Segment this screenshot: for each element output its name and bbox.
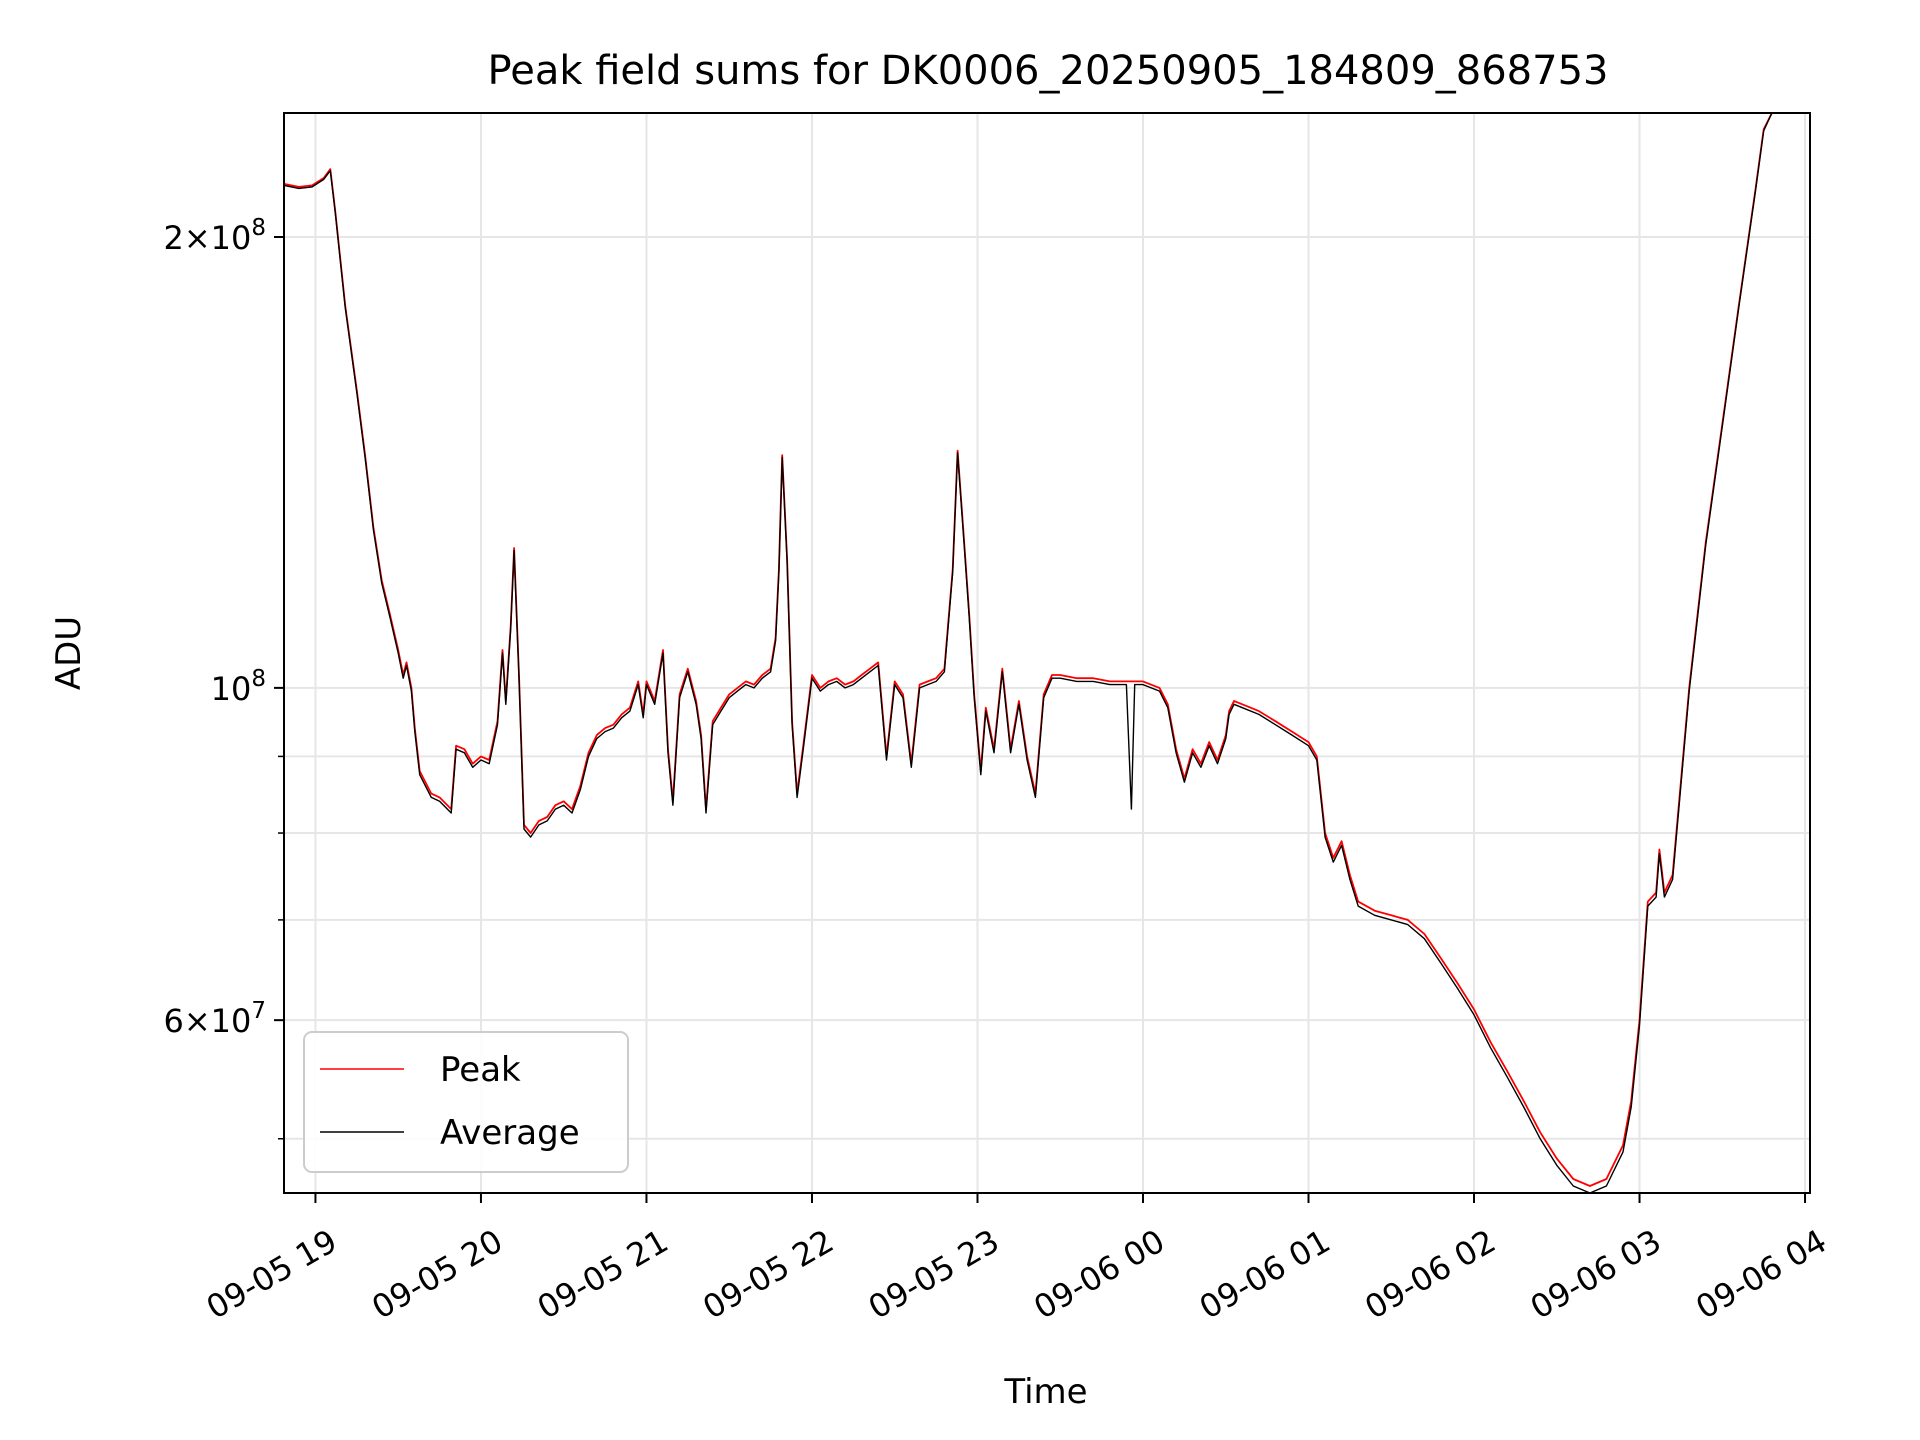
plot-area-frame	[283, 112, 1811, 1194]
y-tick-mantissa: 10	[211, 670, 252, 708]
y-tick-exponent: 7	[251, 998, 266, 1024]
legend: Peak Average	[303, 1031, 629, 1173]
y-tick-exponent: 8	[251, 666, 266, 692]
legend-box	[303, 1031, 629, 1173]
legend-label-peak: Peak	[440, 1050, 521, 1090]
x-axis-label: Time	[1003, 1372, 1087, 1412]
y-tick-label: 6×107	[163, 998, 266, 1040]
y-tick-label: 108	[211, 666, 266, 708]
series-lines	[284, 113, 1810, 1193]
series-line-average	[284, 113, 1810, 1193]
chart-title: Peak field sums for DK0006_20250905_1848…	[488, 48, 1609, 94]
legend-label-average: Average	[440, 1113, 580, 1153]
y-tick-label: 2×108	[163, 215, 266, 257]
y-tick-exponent: 8	[251, 215, 266, 241]
y-tick-mantissa: 2×10	[163, 219, 251, 257]
y-tick-mantissa: 6×10	[163, 1002, 251, 1040]
y-axis-label: ADU	[49, 616, 89, 690]
